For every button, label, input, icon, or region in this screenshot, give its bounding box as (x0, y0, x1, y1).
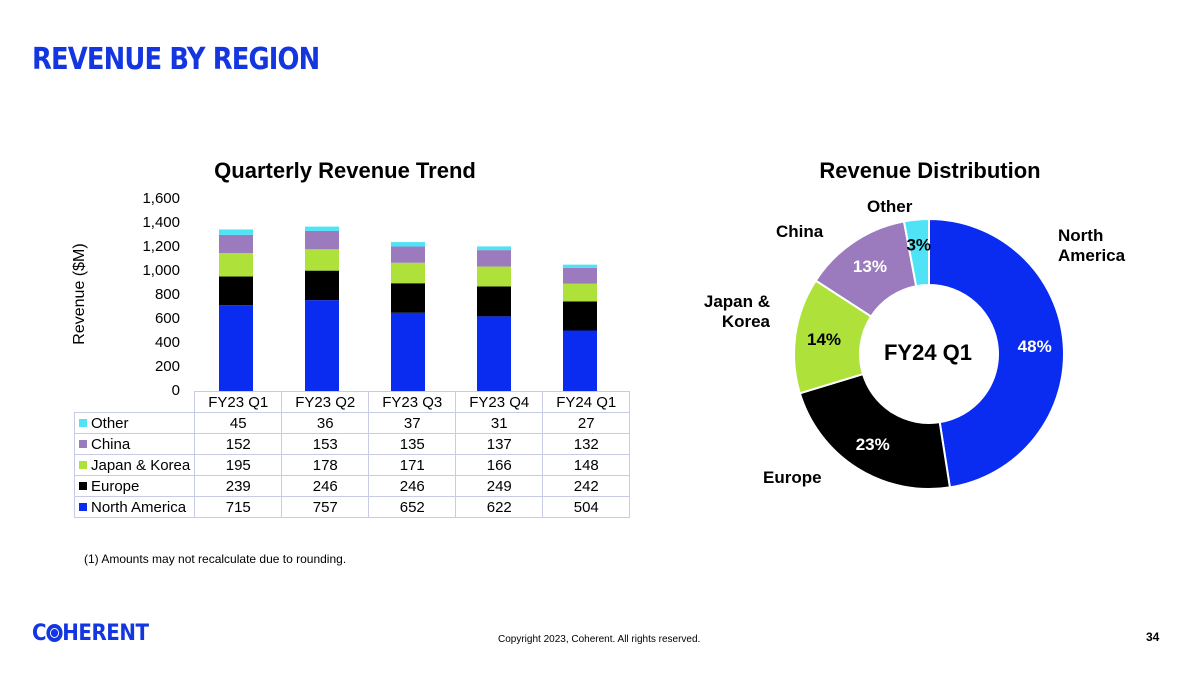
bar-segment-japan-korea-0 (219, 253, 253, 277)
x-category-label: FY23 Q1 (194, 391, 283, 413)
y-tick-label: 600 (154, 310, 180, 327)
bar-segment-north-america-0 (219, 305, 253, 391)
bar-segment-japan-korea-3 (477, 266, 511, 287)
y-tick-label: 1,000 (142, 262, 180, 279)
page-number: 34 (1146, 630, 1160, 644)
bar-segment-china-0 (219, 234, 253, 254)
bar-segment-north-america-3 (477, 316, 511, 391)
table-cell: 757 (281, 496, 370, 518)
bar-segment-europe-3 (477, 286, 511, 317)
legend-swatch (79, 439, 87, 448)
bar-segment-north-america-2 (391, 312, 425, 391)
x-category-label: FY24 Q1 (542, 391, 631, 413)
bar-segment-north-america-1 (305, 300, 339, 391)
y-tick-label: 1,600 (142, 190, 180, 207)
bar-segment-other-1 (305, 226, 339, 231)
bar-segment-china-3 (477, 250, 511, 267)
x-category-label: FY23 Q2 (281, 391, 370, 413)
bar-segment-other-0 (219, 229, 253, 235)
pie-chart-title: Revenue Distribution (819, 158, 1041, 183)
legend-swatch (79, 418, 87, 427)
table-cell: 504 (542, 496, 631, 518)
bar-segment-china-1 (305, 230, 339, 250)
bar-segment-north-america-4 (563, 330, 597, 391)
donut-pct-label: 3% (906, 235, 931, 254)
footnote: (1) Amounts may not recalculate due to r… (84, 552, 347, 566)
bar-segment-china-2 (391, 246, 425, 263)
bar-segment-japan-korea-2 (391, 262, 425, 284)
donut-category-label: North America (1058, 226, 1126, 265)
donut-pct-label: 48% (1018, 337, 1052, 356)
coherent-logo: C HERENT (32, 621, 149, 646)
logo-text-right: HERENT (62, 621, 149, 646)
bar-segment-europe-4 (563, 301, 597, 331)
donut-slice-europe (798, 372, 952, 490)
bar-segment-europe-2 (391, 283, 425, 313)
globe-icon (46, 624, 63, 642)
y-tick-label: 1,400 (142, 214, 180, 231)
data-table: FY23 Q1 FY23 Q2 FY23 Q3 FY23 Q4 FY24 Q1 Other… (73, 391, 631, 518)
y-tick-label: 1,200 (142, 238, 180, 255)
donut-category-label: Other (867, 197, 913, 216)
table-cell: 31 (455, 412, 544, 434)
donut-category-label: Japan & Korea (703, 292, 770, 331)
bar-segment-other-3 (477, 246, 511, 251)
donut-pct-label: 14% (807, 330, 841, 349)
y-tick-label: 200 (154, 358, 180, 375)
table-row: Other 45 36 37 31 27 (73, 412, 631, 434)
donut-category-label: Europe (763, 468, 822, 487)
legend-entry: Europe (73, 475, 196, 497)
page-title: REVENUE BY REGION (32, 42, 320, 77)
donut-slice-other (902, 217, 930, 288)
table-cell: 195 (194, 454, 283, 476)
copyright: Copyright 2023, Coherent. All rights res… (498, 634, 701, 645)
table-cell: 652 (368, 496, 457, 518)
donut-category-label: China (776, 222, 824, 241)
table-cell: 622 (455, 496, 544, 518)
legend-swatch (79, 502, 87, 511)
bar-segment-japan-korea-4 (563, 283, 597, 302)
bar-segment-other-2 (391, 242, 425, 247)
bar-segment-europe-0 (219, 276, 253, 306)
y-tick-label: 800 (154, 286, 180, 303)
bar-segment-japan-korea-1 (305, 249, 339, 271)
donut-slice-north-america (928, 217, 1065, 489)
donut-center-label: FY24 Q1 (883, 340, 973, 365)
bar-segment-china-4 (563, 267, 597, 284)
bar-chart-title: Quarterly Revenue Trend (214, 158, 476, 183)
table-row: North America 715 757 652 622 504 (73, 496, 631, 518)
donut-pct-label: 13% (853, 257, 887, 276)
legend-swatch (79, 460, 87, 469)
donut-pct-label: 23% (856, 435, 890, 454)
table-cell: 153 (281, 433, 370, 455)
legend-entry: North America (73, 496, 196, 518)
bar-segment-other-4 (563, 264, 597, 268)
y-tick-label: 0 (171, 382, 180, 399)
y-tick-label: 400 (154, 334, 180, 351)
logo-text-left: C (32, 621, 47, 646)
table-row: China 152 153 135 137 132 (73, 433, 631, 455)
legend-swatch (79, 481, 87, 490)
bar-segment-europe-1 (305, 270, 339, 301)
